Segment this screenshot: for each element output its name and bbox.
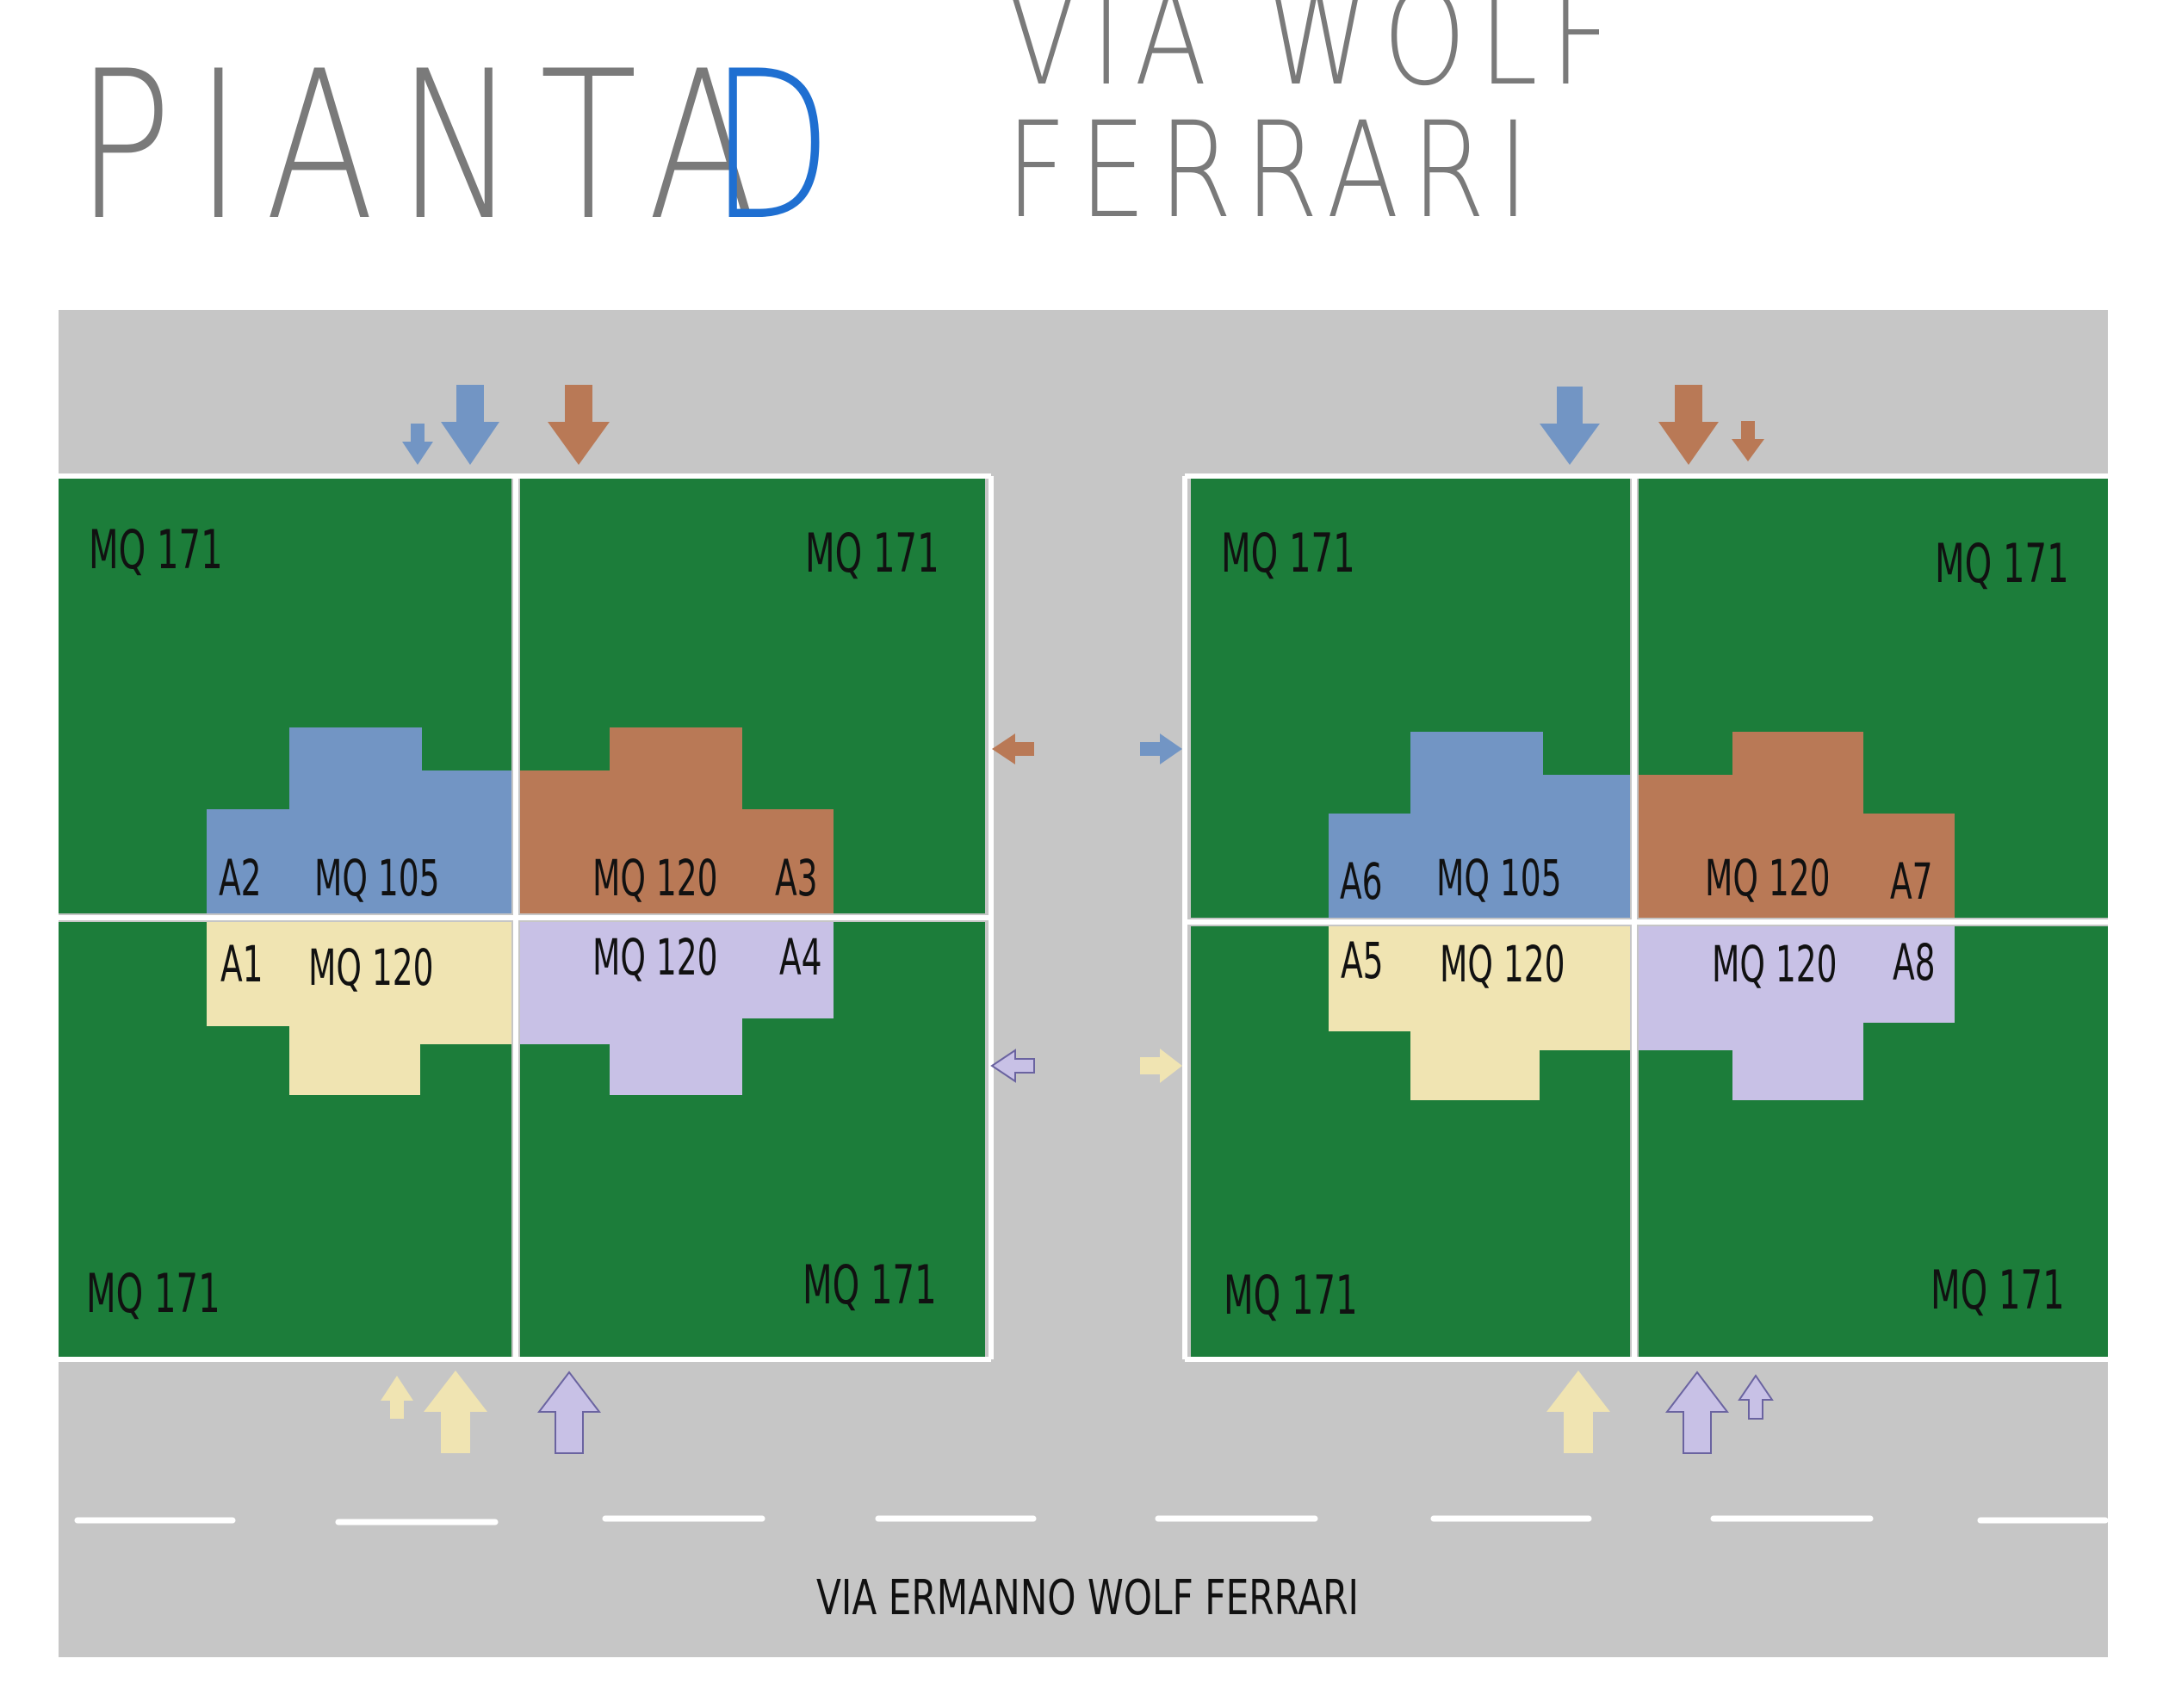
unit-id: A4 <box>779 928 822 987</box>
lot-label: MQ 171 <box>805 523 939 585</box>
title-prefix: PIANTA <box>76 28 780 266</box>
lot-label: MQ 171 <box>1935 533 2069 595</box>
arrow-brown-large-icon <box>1658 385 1719 465</box>
arrow-cream-right-icon <box>1140 1049 1182 1083</box>
page-title: PIANTA <box>76 17 978 250</box>
lot-labels: MQ 171 MQ 171 MQ 171 MQ 171 MQ 171 MQ 17… <box>86 519 2069 1327</box>
arrow-lilac-large-icon <box>536 1371 602 1454</box>
lot-label: MQ 171 <box>86 1263 220 1325</box>
title-letter: D <box>710 28 833 266</box>
unit-area: MQ 105 <box>314 849 440 907</box>
arrow-cream-large-icon <box>424 1371 487 1453</box>
arrow-blue-large-icon <box>1540 387 1600 465</box>
lot-label: MQ 171 <box>89 519 223 581</box>
house-a3 <box>520 727 834 913</box>
house-a7 <box>1639 732 1955 918</box>
house-a6 <box>1329 732 1630 918</box>
house-a4 <box>520 922 834 1095</box>
block-right <box>1182 473 2108 1362</box>
arrow-blue-large-icon <box>441 385 499 465</box>
unit-id: A6 <box>1340 852 1383 911</box>
lot-lines-right <box>1182 473 2108 1362</box>
block-left <box>59 473 994 1362</box>
unit-area: MQ 120 <box>592 849 718 907</box>
lane-markings <box>74 1515 2109 1525</box>
unit-area: MQ 120 <box>592 928 718 987</box>
house-a2 <box>207 727 511 913</box>
unit-id: A7 <box>1890 852 1933 911</box>
arrow-blue-small-icon <box>402 424 433 465</box>
house-a8 <box>1639 926 1955 1100</box>
arrow-cream-small-icon <box>381 1376 413 1419</box>
arrow-blue-right-icon <box>1140 733 1182 764</box>
unit-area: MQ 120 <box>1705 849 1831 907</box>
unit-area: MQ 120 <box>308 938 434 997</box>
arrow-cream-large-icon <box>1546 1371 1610 1453</box>
house-a1 <box>207 922 511 1095</box>
arrow-brown-large-icon <box>548 385 610 465</box>
unit-area: MQ 120 <box>1712 935 1838 993</box>
arrow-lilac-large-icon <box>1664 1371 1730 1454</box>
access-arrows <box>381 385 1774 1454</box>
lot-label: MQ 171 <box>1224 1265 1358 1327</box>
unit-id: A1 <box>220 935 263 993</box>
unit-id: A3 <box>775 849 818 907</box>
unit-id: A8 <box>1893 933 1936 992</box>
lot-label: MQ 171 <box>803 1254 937 1316</box>
arrow-brown-small-icon <box>1732 421 1764 461</box>
house-a5 <box>1329 926 1630 1100</box>
title-extra: D VIA WOLF FERRARI <box>76 0 1970 266</box>
unit-id: A2 <box>219 849 262 907</box>
unit-id: A5 <box>1341 931 1384 990</box>
street-name: VIA ERMANNO WOLF FERRARI <box>816 1570 1359 1626</box>
unit-labels: A2 MQ 105 MQ 120 A3 A1 MQ 120 MQ 120 A4 … <box>219 849 1936 997</box>
title-subtitle: VIA WOLF FERRARI <box>1006 0 1624 248</box>
arrow-lilac-small-icon <box>1738 1374 1774 1420</box>
arrow-lilac-left-icon <box>990 1049 1035 1083</box>
unit-area: MQ 105 <box>1436 849 1562 907</box>
lot-label: MQ 171 <box>1221 523 1355 585</box>
unit-area: MQ 120 <box>1440 935 1565 993</box>
lot-lines-left <box>59 473 994 1362</box>
lot-label: MQ 171 <box>1931 1259 2065 1321</box>
arrow-brown-left-icon <box>992 733 1034 764</box>
